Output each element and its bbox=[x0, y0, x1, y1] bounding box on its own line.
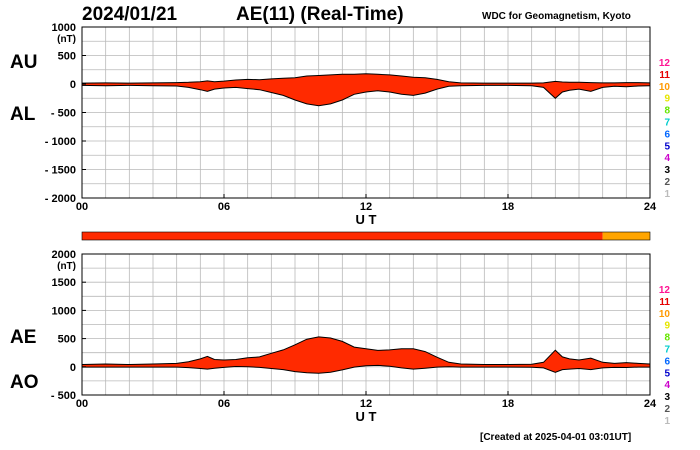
series-line-ao bbox=[82, 364, 650, 374]
x-tick-label: 12 bbox=[360, 201, 372, 213]
y-tick-label: - 1000 bbox=[45, 136, 76, 148]
y-tick-label: 500 bbox=[58, 334, 76, 346]
status-bar-segment bbox=[82, 232, 603, 240]
series-line-au bbox=[81, 73, 651, 84]
legend-label: 7 bbox=[664, 345, 670, 356]
legend-label: 8 bbox=[664, 106, 670, 117]
y-unit-label: (nT) bbox=[57, 261, 76, 272]
legend-label: 11 bbox=[659, 70, 670, 81]
created-timestamp: [Created at 2025-04-01 03:01UT] bbox=[480, 432, 632, 443]
y-tick-label: - 1500 bbox=[45, 165, 76, 177]
legend-label: 1 bbox=[664, 189, 670, 200]
x-tick-label: 00 bbox=[76, 201, 88, 213]
y-unit-label: (nT) bbox=[57, 34, 76, 45]
x-axis-label: U T bbox=[356, 409, 377, 424]
legend-label: 10 bbox=[659, 82, 671, 93]
area-fill bbox=[82, 73, 650, 106]
x-tick-label: 18 bbox=[502, 398, 514, 410]
legend-label: 10 bbox=[659, 309, 671, 320]
legend-label: 3 bbox=[664, 165, 670, 176]
x-tick-label: 12 bbox=[360, 398, 372, 410]
legend-label: 4 bbox=[664, 380, 670, 391]
area-fill bbox=[82, 336, 650, 374]
al-label: AL bbox=[10, 104, 36, 125]
legend-label: 5 bbox=[664, 141, 670, 152]
x-tick-label: 06 bbox=[218, 398, 230, 410]
status-bar-frame bbox=[81, 231, 651, 241]
au-label: AU bbox=[10, 52, 38, 73]
chart-title: AE(11) (Real-Time) bbox=[236, 4, 404, 25]
legend-label: 3 bbox=[664, 392, 670, 403]
status-bar-segment bbox=[602, 232, 650, 240]
series-line-ae bbox=[81, 336, 651, 366]
legend-label: 1 bbox=[664, 416, 670, 427]
legend-label: 2 bbox=[664, 404, 670, 415]
x-tick-label: 00 bbox=[76, 398, 88, 410]
legend-label: 8 bbox=[664, 333, 670, 344]
ae-label: AE bbox=[10, 327, 37, 348]
y-tick-label: 1000 bbox=[52, 22, 76, 34]
legend-label: 12 bbox=[659, 285, 671, 296]
institution-label: WDC for Geomagnetism, Kyoto bbox=[482, 11, 631, 22]
legend-label: 7 bbox=[664, 118, 670, 129]
legend-label: 5 bbox=[664, 368, 670, 379]
legend-label: 2 bbox=[664, 177, 670, 188]
legend-label: 4 bbox=[664, 153, 670, 164]
y-tick-label: 0 bbox=[70, 362, 76, 374]
y-tick-label: - 500 bbox=[51, 108, 76, 120]
x-tick-label: 24 bbox=[644, 201, 657, 213]
panel-0 bbox=[81, 26, 651, 199]
legend-label: 9 bbox=[664, 321, 670, 332]
y-tick-label: - 500 bbox=[51, 390, 76, 402]
y-tick-label: 2000 bbox=[52, 249, 76, 261]
x-tick-label: 24 bbox=[644, 398, 657, 410]
series-line-al bbox=[81, 84, 651, 107]
y-tick-label: 0 bbox=[70, 79, 76, 91]
ao-label: AO bbox=[10, 372, 39, 393]
x-axis-label: U T bbox=[356, 212, 377, 227]
legend-label: 6 bbox=[664, 356, 670, 367]
y-tick-label: - 2000 bbox=[45, 193, 76, 205]
y-tick-label: 1000 bbox=[52, 305, 76, 317]
x-tick-label: 18 bbox=[502, 201, 514, 213]
y-tick-label: 500 bbox=[58, 51, 76, 63]
panel-1 bbox=[81, 253, 651, 396]
y-tick-label: 1500 bbox=[52, 277, 76, 289]
legend-label: 9 bbox=[664, 94, 670, 105]
legend-label: 12 bbox=[659, 58, 671, 69]
legend-label: 6 bbox=[664, 129, 670, 140]
legend-label: 11 bbox=[659, 297, 670, 308]
x-tick-label: 06 bbox=[218, 201, 230, 213]
date-label: 2024/01/21 bbox=[82, 4, 178, 25]
